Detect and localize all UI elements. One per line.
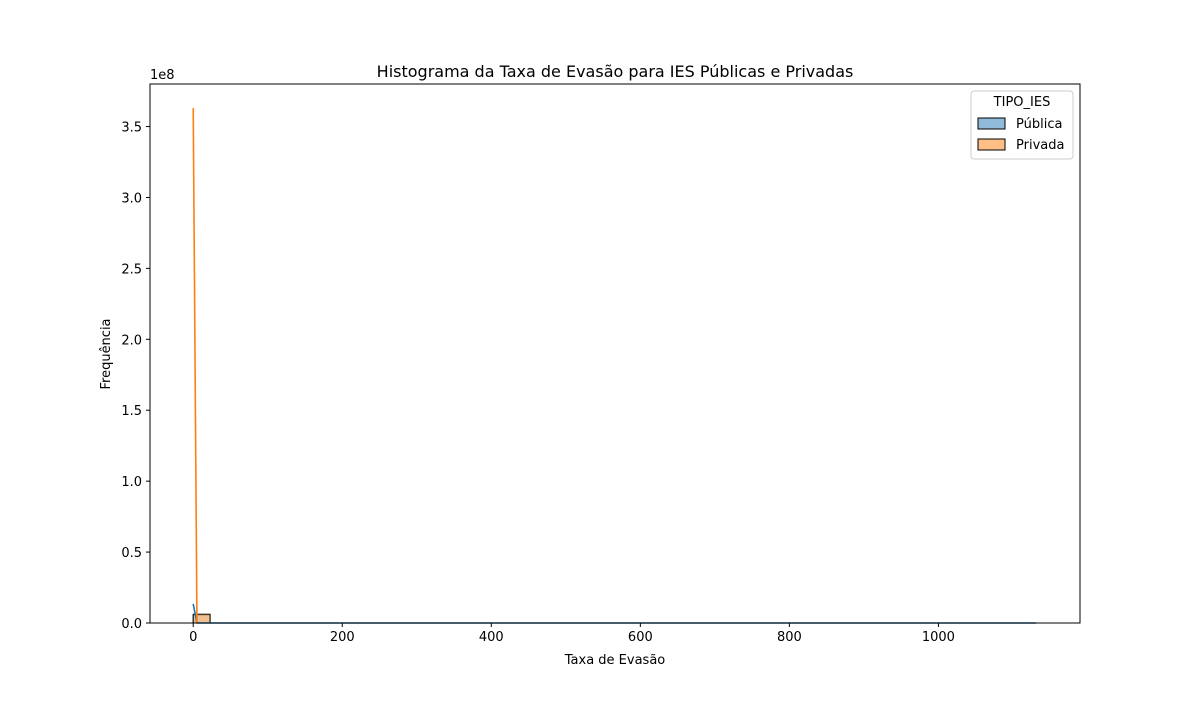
legend: TIPO_IES Pública Privada xyxy=(970,90,1074,160)
x-tick-label: 200 xyxy=(330,630,355,645)
kde-line xyxy=(192,108,198,624)
x-tick-label: 600 xyxy=(628,630,653,645)
legend-swatch-privada xyxy=(977,138,1006,151)
legend-title: TIPO_IES xyxy=(993,95,1051,110)
legend-label-publica: Pública xyxy=(1016,117,1062,132)
legend-swatch-publica xyxy=(977,117,1006,130)
y-tick-label: 2.0 xyxy=(121,333,142,348)
y-offset-text: 1e8 xyxy=(150,68,175,83)
y-tick-label: 3.0 xyxy=(121,191,142,206)
x-tick-label: 0 xyxy=(189,630,197,645)
x-tick-label: 400 xyxy=(479,630,504,645)
y-axis-label: Frequência xyxy=(99,318,114,389)
y-axis: 0.0 0.5 1.0 1.5 2.0 2.5 3.0 3.5 xyxy=(121,121,150,632)
y-tick-label: 1.0 xyxy=(121,475,142,490)
y-tick-label: 3.5 xyxy=(121,121,142,136)
y-tick-label: 0.0 xyxy=(121,617,142,632)
y-tick-label: 1.5 xyxy=(121,404,142,419)
y-tick-label: 2.5 xyxy=(121,262,142,277)
chart-title: Histograma da Taxa de Evasão para IES Pú… xyxy=(377,62,854,81)
x-tick-label: 800 xyxy=(777,630,802,645)
plot-frame xyxy=(149,83,1081,624)
legend-label-privada: Privada xyxy=(1016,138,1064,153)
x-axis: 0 200 400 600 800 1000 xyxy=(189,623,955,645)
x-axis-label: Taxa de Evasão xyxy=(564,653,666,668)
x-tick-label: 1000 xyxy=(922,630,955,645)
y-tick-label: 0.5 xyxy=(121,546,142,561)
